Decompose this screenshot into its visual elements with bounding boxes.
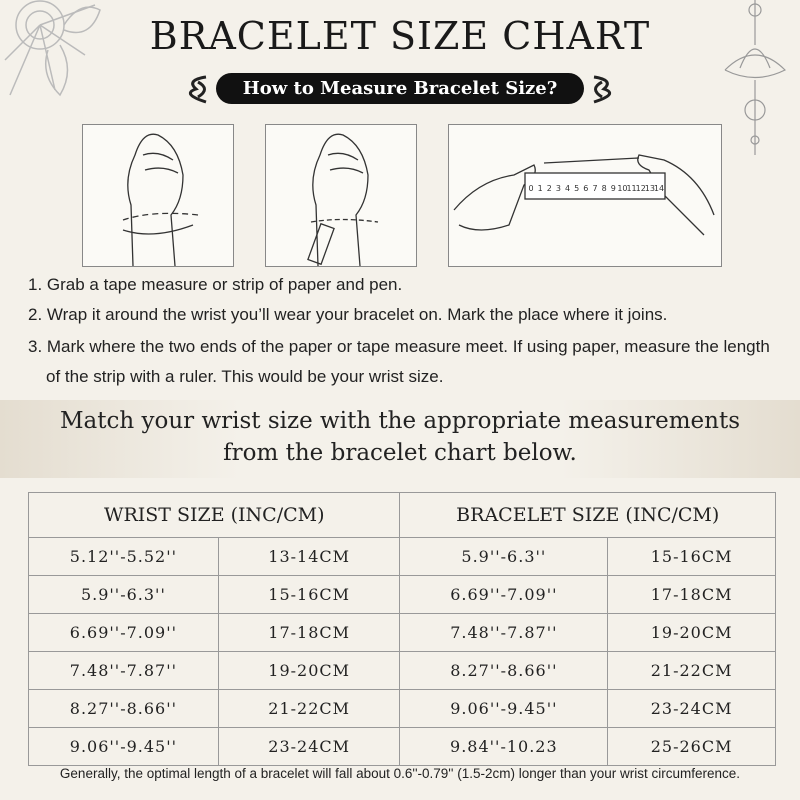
size-table: WRIST SIZE (INC/CM) BRACELET SIZE (INC/C…	[27, 492, 776, 766]
subtitle: How to Measure Bracelet Size?	[216, 73, 584, 104]
step: 1. Grab a tape measure or strip of paper…	[28, 275, 403, 294]
hand-sketch	[122, 133, 199, 267]
table-cell: 8.27''-8.66''	[28, 689, 219, 728]
table-cell: 8.27''-8.66''	[399, 651, 609, 690]
illustration-frame: 0 1 2 3 4 5 6 7 8 9 10 11 12 13 14	[448, 124, 722, 267]
ruler-label: 5	[574, 184, 579, 193]
ruler-label: 12	[636, 184, 646, 193]
side-ornament	[724, 0, 787, 155]
table-cell: 5.9''-6.3''	[28, 575, 219, 614]
ruler-label: 10	[617, 184, 627, 193]
ruler-label: 6	[583, 184, 588, 193]
table-row: 5.12''-5.52'' 13-14CM 5.9''-6.3'' 15-16CM	[28, 537, 776, 576]
illustration-frame	[82, 124, 234, 267]
ruler-label: 1	[538, 184, 543, 193]
table-cell: 9.06''-9.45''	[28, 727, 219, 766]
ruler-label: 8	[602, 184, 607, 193]
table-header: BRACELET SIZE (INC/CM)	[399, 492, 776, 538]
step: 2. Wrap it around the wrist you’ll wear …	[28, 305, 668, 324]
table-cell: 21-22CM	[217, 689, 401, 728]
table-cell: 23-24CM	[607, 689, 776, 728]
title: BRACELET SIZE CHART	[149, 14, 651, 58]
table-row: 8.27''-8.66'' 21-22CM 9.06''-9.45'' 23-24CM	[28, 689, 776, 728]
table-cell: 6.69''-7.09''	[399, 575, 609, 614]
table-cell: 6.69''-7.09''	[28, 613, 219, 652]
table-cell: 5.9''-6.3''	[399, 537, 609, 576]
match-text: from the bracelet chart below.	[223, 440, 577, 466]
ruler-label: 13	[645, 184, 655, 193]
ruler-label: 7	[592, 184, 597, 193]
table-cell: 5.12''-5.52''	[28, 537, 219, 576]
table-cell: 15-16CM	[217, 575, 401, 614]
ruler-label: 11	[626, 184, 636, 193]
table-cell: 25-26CM	[607, 727, 776, 766]
ruler-label: 4	[565, 184, 570, 193]
corner-ornament	[4, 0, 101, 97]
table-cell: 23-24CM	[217, 727, 401, 766]
ruler-label: 9	[611, 184, 616, 193]
footnote: Generally, the optimal length of a brace…	[59, 766, 741, 781]
table-body: 5.12''-5.52'' 13-14CM 5.9''-6.3'' 15-16CM 5.…	[28, 537, 776, 766]
table-cell: 9.84''-10.23	[399, 727, 609, 766]
pill-ornaments	[188, 75, 612, 104]
match-text: Match your wrist size with the appropria…	[59, 408, 741, 434]
ruler-label: 14	[654, 184, 664, 193]
table-cell: 19-20CM	[607, 613, 776, 652]
table-cell: 7.48''-7.87''	[28, 651, 219, 690]
table-row: 6.69''-7.09'' 17-18CM 7.48''-7.87'' 19-20CM	[28, 613, 776, 652]
table-row: 9.06''-9.45'' 23-24CM 9.84''-10.23 25-26CM	[28, 727, 776, 766]
table-header: WRIST SIZE (INC/CM)	[27, 492, 401, 538]
table-cell: 9.06''-9.45''	[399, 689, 609, 728]
ruler-label: 0	[528, 184, 533, 193]
hand-sketch	[307, 133, 379, 267]
table-cell: 19-20CM	[217, 651, 401, 690]
illustration-frame	[265, 124, 417, 267]
ruler-label: 2	[547, 184, 552, 193]
table-cell: 7.48''-7.87''	[399, 613, 609, 652]
table-row: 7.48''-7.87'' 19-20CM 8.27''-8.66'' 21-22CM	[28, 651, 776, 690]
ruler-label: 3	[556, 184, 561, 193]
table-cell: 15-16CM	[607, 537, 776, 576]
table-cell: 17-18CM	[217, 613, 401, 652]
table-row: 5.9''-6.3'' 15-16CM 6.69''-7.09'' 17-18CM	[28, 575, 776, 614]
step: 3. Mark where the two ends of the paper …	[28, 337, 770, 386]
table-cell: 21-22CM	[607, 651, 776, 690]
match-band	[0, 400, 800, 478]
table-cell: 13-14CM	[217, 537, 401, 576]
table-cell: 17-18CM	[607, 575, 776, 614]
